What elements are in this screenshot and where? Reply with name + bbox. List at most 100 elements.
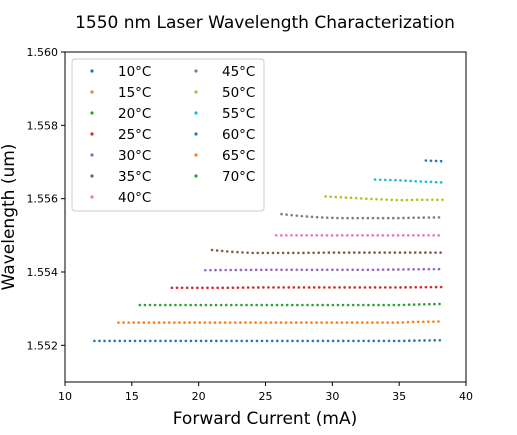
data-point (229, 268, 233, 272)
data-point (218, 321, 222, 324)
data-point (367, 303, 370, 307)
data-point (406, 234, 410, 237)
data-point (305, 234, 308, 237)
data-point (148, 303, 152, 307)
data-point (439, 285, 443, 289)
data-point (326, 339, 330, 343)
data-point (424, 159, 428, 162)
data-point (230, 339, 233, 343)
data-point (424, 180, 428, 184)
data-point (211, 286, 214, 290)
data-point (432, 216, 436, 219)
data-point (416, 320, 420, 324)
data-point (418, 251, 422, 254)
legend-marker (90, 174, 94, 178)
data-point (414, 179, 418, 183)
data-point (342, 251, 346, 254)
data-point (378, 286, 382, 289)
data-point (169, 303, 172, 307)
data-point (419, 180, 423, 183)
data-point (305, 268, 309, 272)
data-point (407, 303, 411, 307)
data-point (292, 251, 295, 255)
data-point (371, 216, 375, 220)
data-point (381, 234, 385, 237)
data-point (399, 286, 402, 289)
x-tick-label: 25 (259, 390, 273, 403)
data-point (185, 286, 189, 290)
data-point (312, 286, 316, 289)
data-point (297, 251, 300, 255)
data-point (351, 268, 354, 272)
legend-label: 20°C (118, 106, 151, 122)
data-point (387, 303, 391, 307)
data-point (376, 268, 380, 272)
data-point (394, 178, 397, 182)
data-point (439, 181, 443, 184)
data-point (260, 303, 264, 307)
data-point (391, 234, 395, 237)
legend-marker (90, 90, 94, 94)
data-point (275, 268, 278, 272)
data-point (292, 286, 296, 289)
legend-label: 30°C (118, 148, 151, 164)
data-point (178, 321, 181, 324)
data-point (93, 339, 96, 343)
data-point (341, 303, 345, 307)
data-point (397, 268, 400, 271)
legend-marker (194, 174, 198, 178)
data-point (423, 339, 426, 342)
data-point (223, 321, 227, 324)
data-point (397, 216, 400, 220)
data-point (295, 214, 299, 217)
data-point (402, 268, 405, 271)
data-point (164, 339, 167, 343)
data-point (422, 267, 426, 271)
data-point (347, 339, 350, 343)
data-point (421, 320, 425, 324)
data-point (301, 339, 304, 343)
data-point (372, 303, 375, 307)
data-point (240, 303, 243, 307)
data-point (320, 216, 324, 219)
data-point (305, 321, 308, 324)
data-point (163, 303, 167, 307)
data-point (256, 251, 260, 255)
data-point (401, 321, 405, 324)
data-point (389, 178, 392, 182)
data-point (429, 159, 433, 163)
data-point (413, 251, 417, 254)
data-point (184, 303, 187, 307)
data-point (427, 216, 431, 219)
data-point (290, 213, 293, 217)
legend-box (71, 58, 265, 212)
data-point (122, 321, 125, 324)
data-point (167, 321, 171, 324)
data-point (402, 216, 405, 220)
series-6 (274, 234, 441, 237)
data-point (328, 286, 331, 289)
data-point (289, 321, 293, 324)
data-point (410, 198, 414, 202)
data-point (179, 339, 183, 343)
series-2 (138, 302, 441, 307)
data-point (372, 339, 376, 343)
data-point (356, 216, 360, 220)
data-point (422, 234, 425, 237)
series-8 (324, 195, 444, 202)
series-10 (424, 159, 443, 163)
data-point (386, 268, 390, 271)
data-point (265, 339, 269, 343)
data-point (305, 215, 309, 218)
data-point (290, 234, 293, 237)
data-point (206, 286, 209, 290)
data-point (259, 268, 263, 272)
data-point (204, 303, 208, 307)
data-point (137, 321, 141, 324)
data-point (216, 286, 219, 290)
data-point (98, 339, 101, 343)
data-point (409, 286, 412, 289)
data-point (239, 268, 243, 272)
data-point (437, 234, 441, 237)
